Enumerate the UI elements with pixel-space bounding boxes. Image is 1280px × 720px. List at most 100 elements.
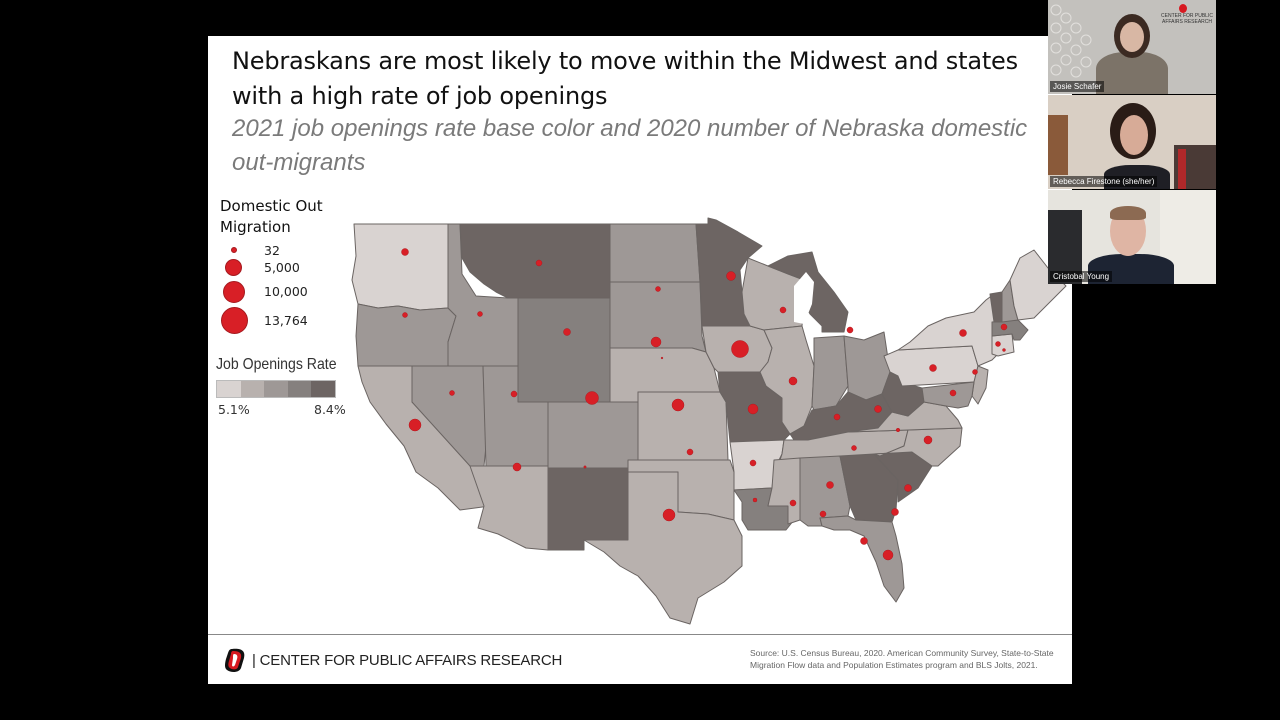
bubble-in <box>833 413 841 421</box>
bubble-swatch-5000 <box>225 259 242 276</box>
participant-video <box>1120 22 1144 52</box>
participant-name: Rebecca Firestone (she/her) <box>1050 176 1158 187</box>
bubble-ct <box>995 341 1001 347</box>
bubble-nc <box>904 484 912 492</box>
bubble-az <box>512 462 522 472</box>
ramp-swatch-1 <box>217 381 241 397</box>
participant-video <box>1120 115 1148 155</box>
bubble-il <box>788 376 798 386</box>
ramp-swatch-3 <box>264 381 288 397</box>
participant-video <box>1178 149 1186 189</box>
presentation-slide: Nebraskans are most likely to move withi… <box>208 36 1072 684</box>
bubble-ny <box>959 329 967 337</box>
bubble-ks <box>671 398 685 412</box>
job-openings-legend: Job Openings Rate 5.1% 8.4% <box>216 356 346 417</box>
bubble-mt <box>535 259 543 267</box>
bubble-swatch-10000 <box>223 281 245 303</box>
state-ks <box>637 391 729 461</box>
slide-subtitle: 2021 job openings rate base color and 20… <box>232 115 1028 176</box>
bubble-or <box>402 312 408 318</box>
participant-video <box>1048 115 1068 175</box>
state-tx <box>583 471 743 625</box>
bubble-ar <box>749 459 757 467</box>
bubble-wi <box>779 306 787 314</box>
bubble-wa <box>401 248 409 256</box>
participant-name: Cristobal Young <box>1050 271 1113 282</box>
ramp-swatch-4 <box>287 381 312 397</box>
bubble-sd <box>650 336 662 348</box>
state-az <box>469 465 549 551</box>
bubble-wy <box>563 328 571 336</box>
rate-min-label: 5.1% <box>218 402 250 417</box>
bubble-tn <box>826 481 834 489</box>
bubble-ms <box>789 499 797 507</box>
bubble-ca <box>408 418 422 432</box>
lake-michigan <box>794 272 814 324</box>
footer-divider <box>208 634 1072 635</box>
bubble-fl <box>882 549 894 561</box>
bubble-legend-title: Domestic Out Migration <box>220 197 323 236</box>
bubble-swatch-13764 <box>221 307 248 334</box>
bubble-mn <box>726 271 736 281</box>
state-wa <box>351 223 449 311</box>
tile-logo-text: CENTER FOR PUBLIC AFFAIRS RESEARCH <box>1161 13 1213 25</box>
bubble-ut <box>510 390 518 398</box>
participant-video <box>1096 52 1168 94</box>
bubble-ky <box>851 445 857 451</box>
tile-logo-icon <box>1179 4 1187 13</box>
state-nd <box>609 223 701 283</box>
bubble-ma <box>1000 323 1008 331</box>
participant-tile[interactable]: Rebecca Firestone (she/her) <box>1048 95 1216 189</box>
state-nm <box>547 467 629 551</box>
state-fl <box>819 515 905 603</box>
bubble-oh <box>874 405 882 413</box>
state-il <box>759 325 815 435</box>
us-state-map <box>351 217 1067 625</box>
migration-bubbles <box>401 248 1008 561</box>
participant-video <box>1110 206 1146 220</box>
state-co <box>547 401 639 469</box>
bubble-swatch-small <box>231 247 237 253</box>
bubble-nj <box>972 369 978 375</box>
bubble-nm <box>583 465 587 469</box>
ramp-swatch-2 <box>240 381 265 397</box>
bubble-md <box>949 389 957 397</box>
participant-tile[interactable]: Cristobal Young <box>1048 190 1216 284</box>
bubble-nv <box>449 390 455 396</box>
participant-name: Josie Schafer <box>1050 81 1105 92</box>
state-wy <box>517 297 611 403</box>
rate-legend-title: Job Openings Rate <box>216 356 337 373</box>
bubble-ne <box>660 356 664 360</box>
bubble-mo <box>747 403 759 415</box>
bubble-nd <box>655 286 661 292</box>
bubble-id <box>477 311 483 317</box>
rate-max-label: 8.4% <box>314 402 346 417</box>
participant-tile[interactable]: CENTER FOR PUBLIC AFFAIRS RESEARCH Josie… <box>1048 0 1216 94</box>
hex-background <box>1050 4 1092 78</box>
uno-logo-icon <box>225 648 245 673</box>
bubble-ia <box>731 340 749 358</box>
bubble-ri <box>1002 348 1006 352</box>
state-ct <box>991 333 1015 357</box>
bubble-mi <box>846 326 854 334</box>
bubble-legend: Domestic Out Migration 32 5,000 10,000 1… <box>220 196 350 334</box>
bubble-co <box>585 391 599 405</box>
bubble-wv <box>895 427 901 433</box>
state-mt <box>459 223 611 299</box>
ramp-swatch-5 <box>311 381 335 397</box>
bubble-tx <box>662 508 676 522</box>
bubble-sc <box>891 508 899 516</box>
color-ramp <box>216 380 336 398</box>
bubble-ga <box>860 537 868 545</box>
bubble-pa <box>929 364 937 372</box>
bubble-ok <box>686 448 694 456</box>
bubble-la <box>752 497 758 503</box>
slide-title: Nebraskans are most likely to move withi… <box>232 47 1018 110</box>
state-nc <box>873 427 963 467</box>
bubble-al <box>819 510 827 518</box>
state-me <box>1009 249 1067 321</box>
state-md <box>921 381 975 409</box>
bubble-va <box>923 435 933 445</box>
footer-organization: | CENTER FOR PUBLIC AFFAIRS RESEARCH <box>252 652 563 669</box>
state-ma <box>991 319 1029 341</box>
